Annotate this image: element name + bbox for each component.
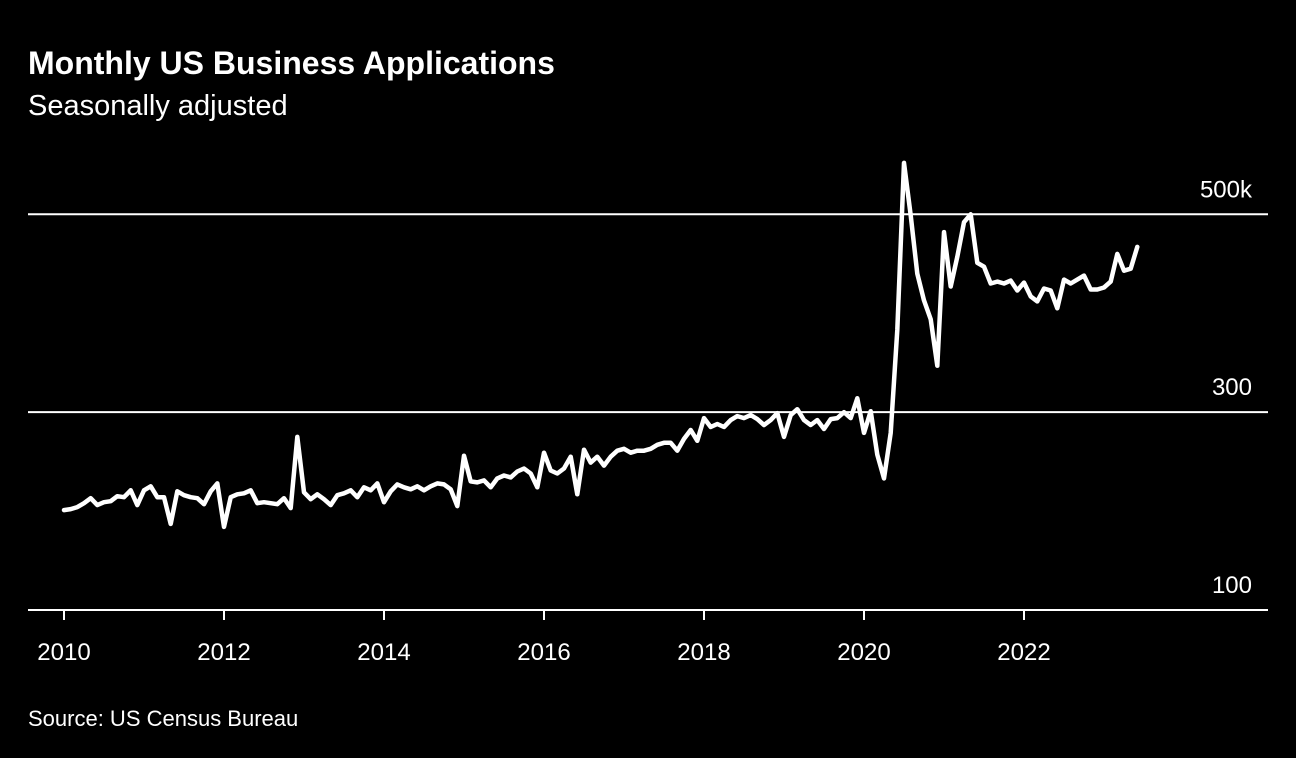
chart-subtitle: Seasonally adjusted [28, 90, 288, 122]
chart-title: Monthly US Business Applications [28, 45, 555, 81]
x-tick-label: 2012 [197, 639, 250, 666]
x-tick-label: 2014 [357, 639, 410, 666]
source: Source: US Census Bureau [28, 706, 298, 731]
x-tick-label: 2010 [37, 639, 90, 666]
x-tick-label: 2022 [997, 639, 1050, 666]
x-tick-label: 2020 [837, 639, 890, 666]
y-tick-label: 100 [1212, 572, 1252, 599]
x-tick-label: 2016 [517, 639, 570, 666]
y-tick-label: 500k [1200, 176, 1253, 203]
y-tick-label: 300 [1212, 374, 1252, 401]
data-line [61, 160, 1140, 530]
x-tick-label: 2018 [677, 639, 730, 666]
